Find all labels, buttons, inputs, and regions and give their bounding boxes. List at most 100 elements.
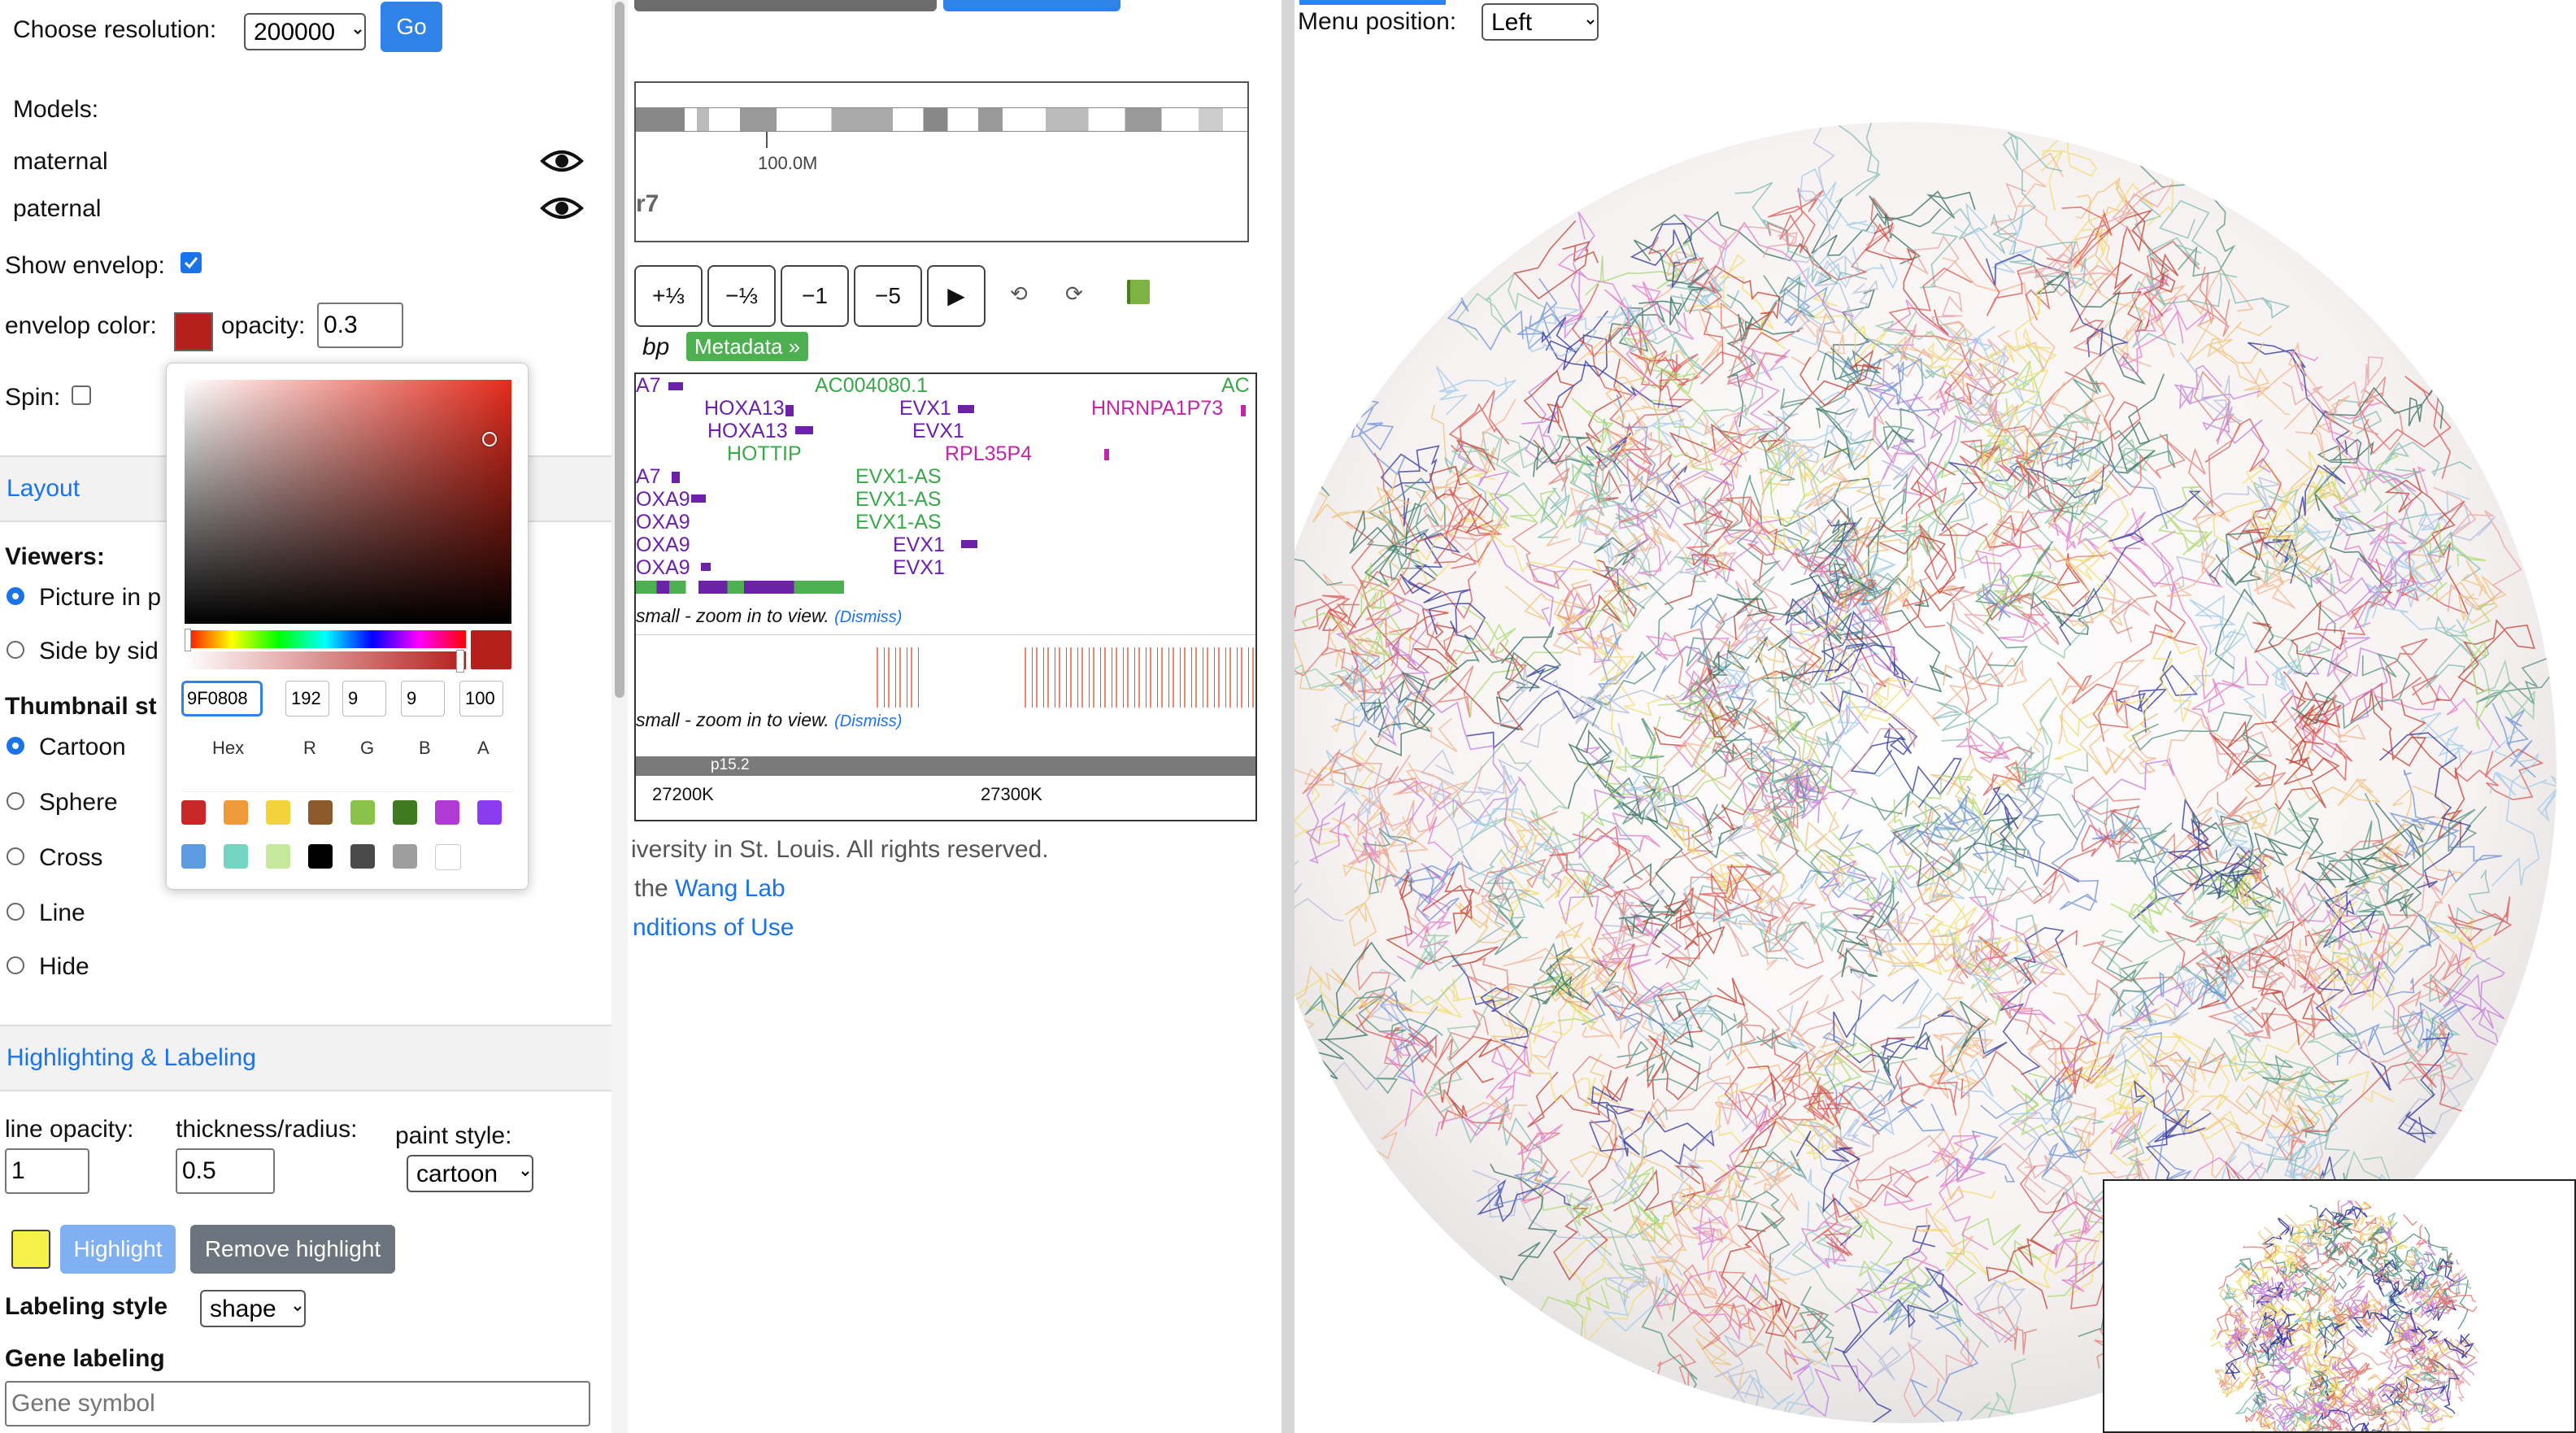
preset-swatch[interactable]: [181, 844, 206, 869]
preset-swatch[interactable]: [224, 844, 248, 869]
preset-swatch[interactable]: [266, 844, 290, 869]
hex-input[interactable]: [181, 681, 263, 716]
preset-swatch[interactable]: [181, 800, 206, 825]
gene-label[interactable]: OXA9: [636, 488, 690, 511]
go-button[interactable]: Go: [381, 2, 442, 52]
zoom-in-third-button[interactable]: +⅓: [634, 265, 703, 327]
gene-label[interactable]: HOXA13: [707, 420, 788, 442]
preset-swatch[interactable]: [350, 844, 375, 869]
gene-label[interactable]: A7: [636, 465, 661, 488]
gene-label[interactable]: A7: [636, 374, 661, 397]
a-input[interactable]: [459, 681, 503, 716]
gene-label[interactable]: OXA9: [636, 534, 690, 556]
b-input[interactable]: [401, 681, 445, 716]
preset-swatch[interactable]: [224, 800, 248, 825]
thumbnail-radio-cartoon[interactable]: [7, 737, 24, 755]
envelope-color-swatch[interactable]: [174, 312, 213, 351]
alpha-handle[interactable]: [456, 650, 464, 673]
eye-icon[interactable]: [540, 146, 584, 180]
zoom-out-5-button[interactable]: −5: [854, 265, 922, 327]
thickness-input[interactable]: [176, 1148, 275, 1194]
highlight-button[interactable]: Highlight: [60, 1225, 176, 1274]
g-input[interactable]: [342, 681, 386, 716]
thumbnail-radio-cross[interactable]: [7, 847, 24, 865]
chromatin-3d-render[interactable]: [1295, 0, 2576, 1433]
gene-label[interactable]: HOTTIP: [727, 442, 802, 465]
paint-style-select[interactable]: cartoon: [407, 1155, 533, 1192]
terms-link[interactable]: nditions of Use: [633, 914, 794, 941]
labeling-style-select[interactable]: shape: [200, 1290, 306, 1327]
hue-handle[interactable]: [185, 629, 191, 651]
left-scrollbar[interactable]: [611, 0, 628, 1433]
resolution-select[interactable]: 200000: [244, 13, 366, 50]
chromatin-strand: [2280, 688, 2352, 759]
toolbar-blue-bar[interactable]: [943, 0, 1120, 11]
thumbnail-radio-sphere[interactable]: [7, 792, 24, 810]
preset-swatch[interactable]: [393, 800, 417, 825]
remove-highlight-button[interactable]: Remove highlight: [190, 1225, 395, 1274]
viewer-radio-side[interactable]: [7, 641, 24, 659]
zoom-out-1-button[interactable]: −1: [781, 265, 849, 327]
b-label: B: [419, 738, 431, 758]
spin-checkbox[interactable]: [72, 385, 91, 405]
gene-label[interactable]: AC004080.1: [815, 374, 929, 397]
thumbnail-radio-hide[interactable]: [7, 956, 24, 974]
preset-swatch[interactable]: [435, 800, 459, 825]
chromatin-strand: [2321, 1235, 2365, 1265]
viewer-tab-bar[interactable]: [1299, 0, 1446, 5]
chromatin-strand: [1572, 987, 1643, 1152]
r-input[interactable]: [285, 681, 329, 716]
undo-icon[interactable]: ⟲: [1010, 281, 1028, 306]
gene-label[interactable]: OXA9: [636, 511, 690, 534]
alpha-slider[interactable]: [185, 650, 466, 673]
highlight-section-title[interactable]: Highlighting & Labeling: [7, 1044, 256, 1071]
chromatin-strand: [1916, 795, 2017, 863]
gene-label[interactable]: EVX1: [899, 397, 951, 420]
preset-swatch[interactable]: [435, 844, 461, 870]
gene-label[interactable]: HOXA13: [704, 397, 785, 420]
gene-label[interactable]: AC: [1221, 374, 1250, 397]
thumbnail-inset[interactable]: [2103, 1179, 2576, 1433]
gene-label[interactable]: HNRNPA1P73: [1091, 397, 1224, 420]
thumbnail-radio-line[interactable]: [7, 903, 24, 921]
gene-label[interactable]: EVX1: [893, 534, 945, 556]
saturation-handle[interactable]: [482, 432, 497, 446]
preset-swatch[interactable]: [266, 800, 290, 825]
ideogram-bands[interactable]: [636, 107, 1247, 132]
gene-label[interactable]: EVX1-AS: [855, 465, 942, 488]
gene-label[interactable]: RPL35P4: [945, 442, 1033, 465]
gene-label[interactable]: EVX1: [893, 556, 945, 579]
layout-section-title[interactable]: Layout: [7, 475, 80, 502]
gene-label[interactable]: EVX1: [912, 420, 964, 442]
chromatin-strand: [1631, 281, 1695, 340]
menu-position-select[interactable]: Left: [1482, 3, 1599, 41]
highlight-color-swatch[interactable]: [11, 1230, 50, 1269]
hue-slider[interactable]: [185, 629, 466, 651]
metadata-button[interactable]: Metadata »: [686, 332, 809, 361]
zoom-out-third-button[interactable]: −⅓: [707, 265, 776, 327]
book-icon[interactable]: [1127, 280, 1150, 304]
preset-swatch[interactable]: [308, 844, 333, 869]
gene-symbol-input[interactable]: [5, 1381, 590, 1426]
gene-label[interactable]: EVX1-AS: [855, 488, 942, 511]
panel-splitter[interactable]: [1281, 0, 1295, 1433]
saturation-area[interactable]: [185, 380, 511, 624]
preset-swatch[interactable]: [308, 800, 333, 825]
wang-lab-link[interactable]: Wang Lab: [675, 875, 785, 902]
line-opacity-input[interactable]: [5, 1148, 89, 1194]
show-envelope-checkbox[interactable]: [181, 252, 202, 273]
preset-swatch[interactable]: [350, 800, 375, 825]
gene-label[interactable]: EVX1-AS: [855, 511, 942, 534]
left-scrollbar-thumb[interactable]: [615, 2, 624, 698]
viewer-radio-pip[interactable]: [7, 587, 24, 605]
dismiss-link[interactable]: (Dismiss): [834, 608, 903, 626]
preset-swatch[interactable]: [393, 844, 417, 869]
dismiss-link[interactable]: (Dismiss): [834, 712, 903, 730]
envelope-opacity-input[interactable]: [317, 303, 403, 348]
redo-icon[interactable]: ⟳: [1065, 281, 1083, 306]
preset-swatch[interactable]: [477, 800, 502, 825]
gene-label[interactable]: OXA9: [636, 556, 690, 579]
play-button[interactable]: ▶: [927, 265, 986, 327]
highlight-section-header[interactable]: Highlighting & Labeling: [0, 1025, 611, 1091]
eye-icon[interactable]: [540, 194, 584, 227]
